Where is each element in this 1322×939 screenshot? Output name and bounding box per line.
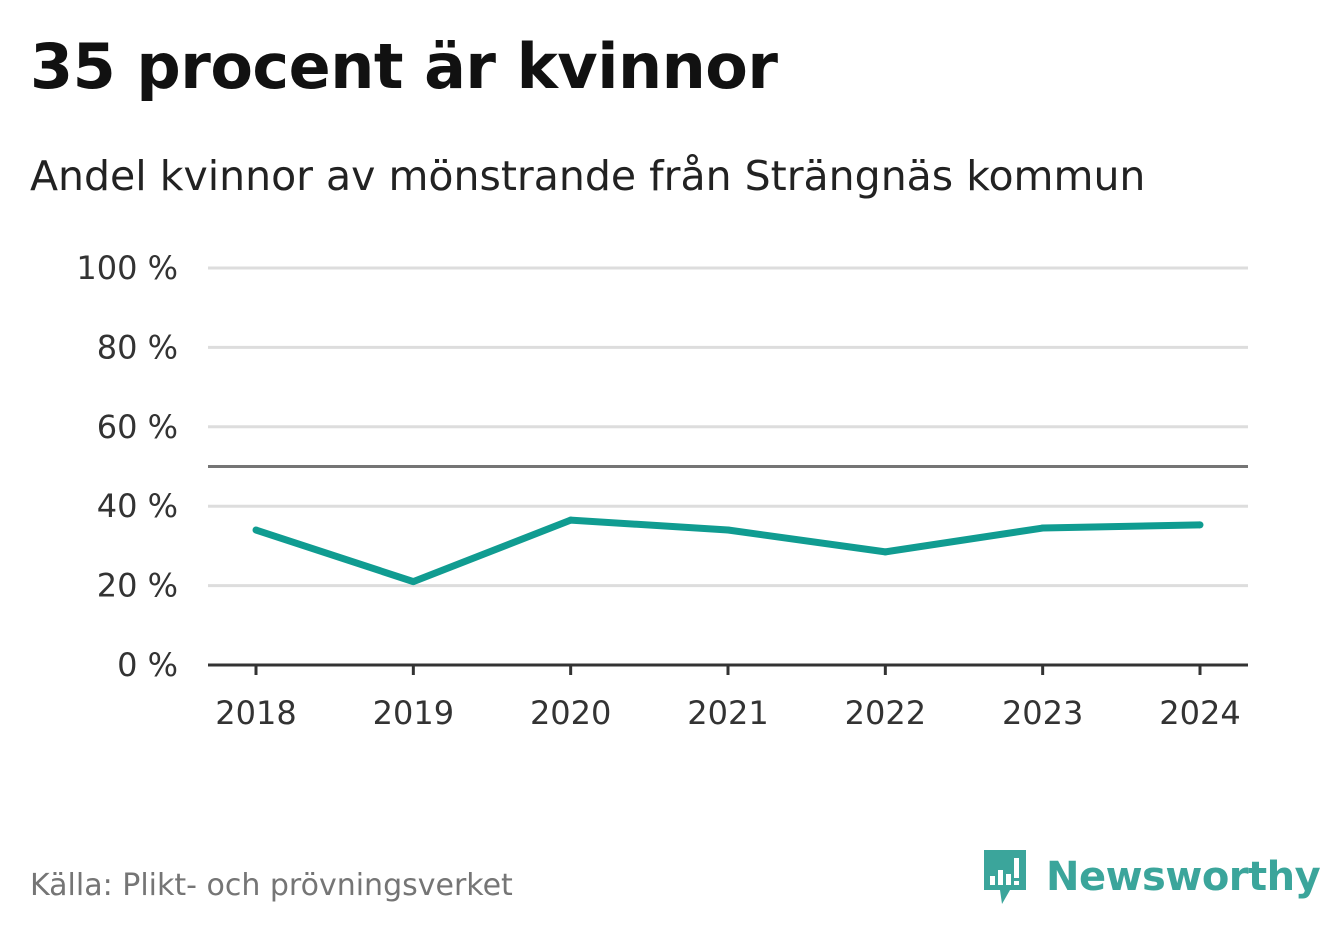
y-tick-label-40: 40 % (97, 487, 178, 525)
y-tick-label-0: 0 % (117, 646, 178, 684)
data-point-2018 (252, 526, 260, 534)
brand-name: Newsworthy (1046, 854, 1321, 900)
y-tick-label-80: 80 % (97, 328, 178, 366)
data-point-2021 (724, 526, 732, 534)
x-tick-label-2022: 2022 (845, 694, 926, 732)
x-tick-label-2018: 2018 (215, 694, 296, 732)
chart-title: 35 procent är kvinnor (30, 30, 778, 103)
x-tick-label-2019: 2019 (373, 694, 454, 732)
source-note: Källa: Plikt- och prövningsverket (30, 868, 513, 903)
data-point-2020 (567, 516, 575, 524)
y-tick-label-60: 60 % (97, 408, 178, 446)
newsworthy-brand[interactable]: Newsworthy (980, 846, 1321, 908)
x-tick-label-2023: 2023 (1002, 694, 1083, 732)
data-point-2023 (1039, 524, 1047, 532)
bar-chart-icon (984, 850, 1026, 904)
data-point-2019 (409, 578, 417, 586)
chart-subtitle: Andel kvinnor av mönstrande från Strängn… (30, 152, 1146, 200)
y-tick-label-100: 100 % (76, 249, 178, 287)
line-chart: 0 % 20 % 40 % 60 % 80 % 100 % 2018 2019 2020 202… (76, 249, 1248, 732)
data-point-2022 (881, 548, 889, 556)
y-tick-label-20: 20 % (97, 567, 178, 605)
data-point-2024 (1196, 521, 1204, 529)
x-tick-label-2024: 2024 (1159, 694, 1240, 732)
x-tick-label-2020: 2020 (530, 694, 611, 732)
x-tick-label-2021: 2021 (687, 694, 768, 732)
